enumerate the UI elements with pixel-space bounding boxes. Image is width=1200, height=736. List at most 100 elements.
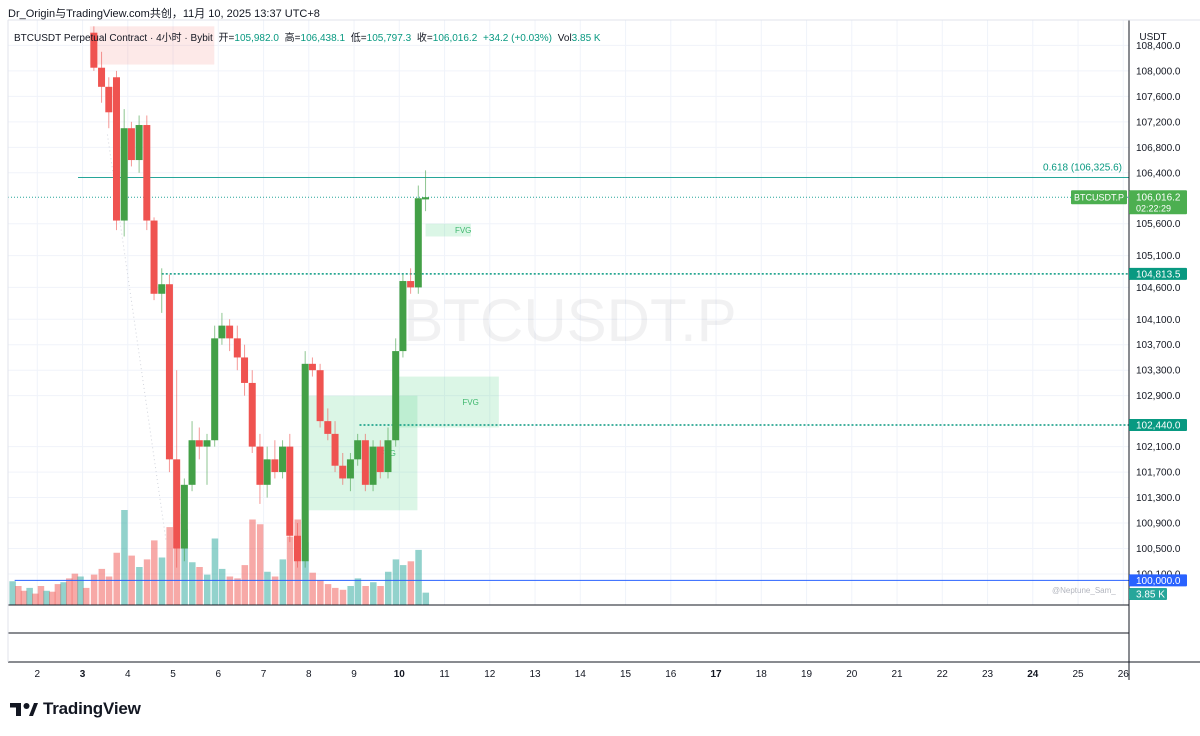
- round-price-tag-text: 100,000.0: [1136, 576, 1181, 587]
- last-price-value: 106,016.2: [1136, 193, 1181, 204]
- legend-change: +34.2 (+0.03%): [483, 33, 552, 44]
- price-tick-label: 107,200.0: [1136, 117, 1181, 128]
- candle-body: [256, 446, 264, 485]
- price-axis-bg: [1129, 0, 1200, 736]
- grid: [8, 20, 1129, 605]
- volume-bar: [384, 571, 392, 605]
- candle-body: [279, 446, 287, 473]
- volume-bar: [332, 587, 339, 605]
- price-tick-label: 108,000.0: [1136, 66, 1181, 77]
- candle-body: [226, 325, 234, 339]
- candle-body: [127, 128, 135, 161]
- volume-bar: [166, 527, 173, 605]
- credit-label: @Neptune_Sam_: [1052, 586, 1116, 595]
- price-axis-unit: USDT: [1139, 32, 1166, 43]
- legend-symbol: BTCUSDT Perpetual Contract · 4小时 · Bybit: [14, 33, 213, 44]
- candle-body: [90, 32, 98, 68]
- supply-zone: [89, 26, 215, 65]
- volume-bar: [264, 571, 271, 605]
- price-tick-label: 108,400.0: [1136, 41, 1181, 52]
- volume-bar: [49, 591, 56, 605]
- candle-body: [211, 338, 219, 441]
- fvg-label: FVG: [455, 226, 471, 235]
- bar-countdown: 02:22:29: [1136, 204, 1171, 214]
- chart-header-title: Dr_Origin与TradingView.com共创，11月 10, 2025…: [8, 8, 320, 20]
- volume-bar: [249, 519, 256, 605]
- candle-body: [392, 351, 400, 441]
- legend-low-label: 低=: [350, 33, 367, 44]
- round-price-tag-bg: [1129, 574, 1187, 587]
- candle-body: [241, 357, 249, 383]
- support-price-tag-text: 104,813.5: [1136, 269, 1181, 280]
- price-tick-label: 107,600.0: [1136, 92, 1181, 103]
- volume-tag-bg: [1129, 588, 1167, 600]
- volume-bar: [158, 557, 166, 605]
- candle-body: [369, 446, 377, 485]
- volume-bar: [20, 590, 28, 605]
- volume-bar: [9, 581, 16, 605]
- volume-bar: [279, 559, 287, 605]
- date-tick-label: 7: [261, 669, 267, 680]
- volume-bar: [392, 559, 400, 605]
- volume-bar: [90, 574, 98, 605]
- price-tick-label: 106,400.0: [1136, 168, 1181, 179]
- round-price-tag: 100,000.0: [1129, 574, 1187, 587]
- date-tick-label: 8: [306, 669, 312, 680]
- volume-bar: [354, 578, 362, 605]
- legend-close-label: 收=: [416, 33, 433, 44]
- candle-body: [316, 370, 324, 422]
- volume-bar: [143, 559, 151, 605]
- volume-bar: [82, 587, 90, 605]
- candle-body: [331, 433, 339, 466]
- volume-bar: [271, 576, 279, 605]
- date-tick-label: 3: [80, 669, 86, 680]
- support-price-tag-bg: [1129, 418, 1187, 431]
- fvg-zone: [394, 376, 499, 428]
- volume-bars: [9, 510, 430, 605]
- price-tick-label: 106,800.0: [1136, 143, 1181, 154]
- candle-body: [248, 382, 256, 447]
- volume-bar: [32, 593, 39, 605]
- date-tick-label: 5: [170, 669, 176, 680]
- candle-body: [112, 77, 120, 221]
- candle-body: [286, 446, 294, 536]
- volume-bar: [54, 584, 62, 605]
- date-tick-label: 9: [351, 669, 357, 680]
- volume-bar: [203, 574, 211, 605]
- price-tick-label: 103,700.0: [1136, 340, 1181, 351]
- price-tick-label: 100,900.0: [1136, 519, 1181, 530]
- symbol-tag: BTCUSDT.P: [1074, 193, 1124, 203]
- candle-body: [407, 281, 415, 288]
- price-labels: 0.618 (106,325.6) 104,813.5 102,440.0 100,0…: [1043, 163, 1187, 601]
- volume-bar: [317, 580, 324, 605]
- price-tick-label: 104,100.0: [1136, 315, 1181, 326]
- volume-bar: [377, 586, 384, 605]
- fib-level-label: 0.618 (106,325.6): [1043, 163, 1122, 174]
- fvg-label: FVG: [462, 398, 478, 407]
- tradingview-logo[interactable]: TradingView: [10, 699, 141, 719]
- last-price-tag-bg: [1129, 190, 1187, 215]
- volume-bar: [422, 592, 430, 605]
- volume-bar: [218, 568, 226, 605]
- candle-body: [165, 284, 173, 460]
- volume-bar: [399, 565, 407, 605]
- date-tick-label: 19: [801, 669, 813, 680]
- price-tick-label: 103,300.0: [1136, 366, 1181, 377]
- symbol-tag-bg: [1071, 190, 1127, 205]
- legend-low: 105,797.3: [366, 33, 412, 44]
- volume-bar: [196, 567, 203, 605]
- price-tick-label: 104,600.0: [1136, 283, 1181, 294]
- candle-body: [233, 338, 241, 358]
- candle-body: [271, 459, 279, 473]
- candle-body: [361, 440, 369, 485]
- volume-bar: [181, 529, 188, 605]
- volume-bar: [347, 586, 354, 605]
- volume-bar: [43, 590, 50, 605]
- candle-body: [422, 197, 430, 200]
- legend-vol: 3.85 K: [571, 33, 601, 44]
- candle-body: [339, 465, 347, 479]
- candle-body: [354, 440, 362, 460]
- candle-body: [376, 446, 384, 473]
- volume-bar: [26, 587, 33, 605]
